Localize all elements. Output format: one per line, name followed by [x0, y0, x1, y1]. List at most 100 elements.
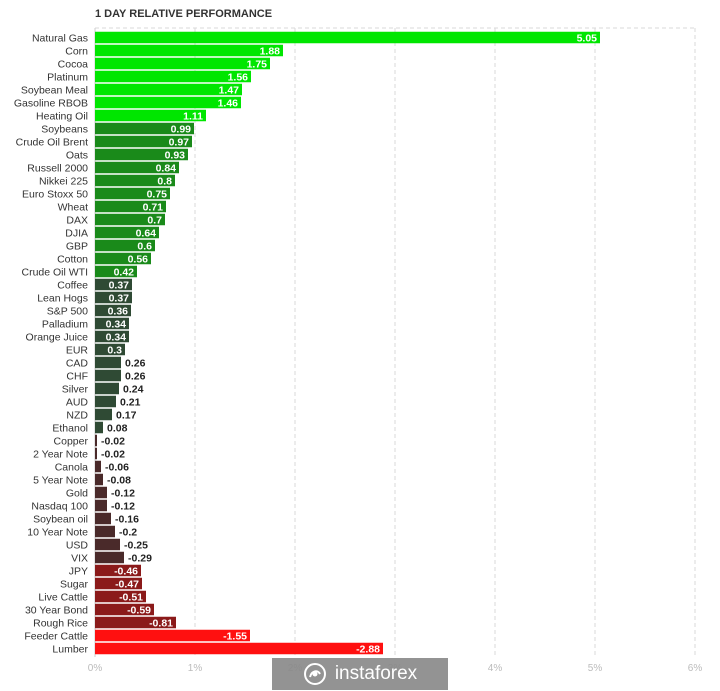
value-label: -0.29: [128, 552, 152, 564]
bar: [95, 122, 194, 135]
category-label: Cocoa: [58, 58, 89, 70]
bar: [95, 551, 124, 564]
value-label: 0.37: [109, 292, 130, 304]
watermark: instaforex: [272, 658, 448, 690]
category-label: Gold: [66, 487, 88, 499]
bar: [95, 239, 155, 252]
value-label: 1.11: [183, 110, 203, 122]
category-label: 2 Year Note: [33, 448, 88, 460]
bar: [95, 616, 176, 629]
category-label: Lean Hogs: [37, 292, 88, 304]
x-tick-label: 4%: [488, 663, 503, 674]
category-label: VIX: [71, 552, 88, 564]
bar: [95, 304, 131, 317]
bar: [95, 174, 175, 187]
x-tick-label: 1%: [188, 663, 203, 674]
bar: [95, 421, 103, 434]
value-label: -0.06: [105, 461, 129, 473]
category-label: Platinum: [47, 71, 88, 83]
bar: [95, 135, 192, 148]
value-label: -0.51: [119, 591, 143, 603]
category-label: Coffee: [57, 279, 88, 291]
bar: [95, 148, 188, 161]
bar: [95, 473, 103, 486]
bar: [95, 499, 107, 512]
bar: [95, 317, 129, 330]
x-tick-label: 6%: [688, 663, 703, 674]
value-label: -0.25: [124, 539, 148, 551]
bar: [95, 278, 132, 291]
category-label: USD: [66, 539, 89, 551]
category-label: DJIA: [65, 227, 88, 239]
bar: [95, 434, 97, 447]
category-label: Natural Gas: [32, 32, 88, 44]
bar: [95, 447, 97, 460]
bar: [95, 70, 251, 83]
category-label: JPY: [69, 565, 88, 577]
category-label: Soybeans: [41, 123, 88, 135]
category-label: CHF: [66, 370, 88, 382]
value-label: 0.75: [147, 188, 168, 200]
bar: [95, 109, 206, 122]
value-label: 0.36: [108, 305, 129, 317]
value-label: 0.93: [165, 149, 186, 161]
bar: [95, 226, 159, 239]
value-label: 0.6: [137, 240, 152, 252]
value-label: -0.08: [107, 474, 131, 486]
bar: [95, 603, 154, 616]
category-label: Orange Juice: [26, 331, 89, 343]
category-label: AUD: [66, 396, 89, 408]
value-label: 0.97: [169, 136, 190, 148]
category-label: Live Cattle: [38, 591, 88, 603]
x-tick-label: 5%: [588, 663, 603, 674]
chart-title: 1 DAY RELATIVE PERFORMANCE: [95, 8, 273, 20]
value-label: 0.34: [106, 331, 127, 343]
value-label: 0.56: [128, 253, 149, 265]
category-label: Nasdaq 100: [31, 500, 88, 512]
category-label: Wheat: [58, 201, 88, 213]
category-label: 30 Year Bond: [25, 604, 88, 616]
category-label: Ethanol: [52, 422, 88, 434]
category-label: Oats: [66, 149, 88, 161]
category-label: Palladium: [42, 318, 88, 330]
category-label: Silver: [62, 383, 89, 395]
category-label: Crude Oil Brent: [16, 136, 88, 148]
bar: [95, 590, 146, 603]
category-label: EUR: [66, 344, 89, 356]
value-label: 0.99: [171, 123, 192, 135]
value-label: 0.08: [107, 422, 128, 434]
category-label: Russell 2000: [27, 162, 88, 174]
category-label: Heating Oil: [36, 110, 88, 122]
value-label: -0.12: [111, 500, 135, 512]
category-label: Euro Stoxx 50: [22, 188, 88, 200]
value-label: 1.75: [247, 58, 268, 70]
bar: [95, 512, 111, 525]
bar: [95, 291, 132, 304]
category-label: Cotton: [57, 253, 88, 265]
category-label: Nikkei 225: [39, 175, 88, 187]
value-label: -0.59: [127, 604, 151, 616]
category-label: Soybean oil: [33, 513, 88, 525]
bar: [95, 31, 600, 44]
bar: [95, 460, 101, 473]
value-label: 0.37: [109, 279, 130, 291]
bar: [95, 44, 283, 57]
value-label: 1.46: [218, 97, 239, 109]
value-label: 0.34: [106, 318, 127, 330]
category-label: DAX: [66, 214, 88, 226]
value-label: 0.3: [107, 344, 122, 356]
value-label: 5.05: [577, 32, 598, 44]
bar: [95, 330, 129, 343]
value-label: 0.7: [147, 214, 162, 226]
bar: [95, 395, 116, 408]
category-label: CAD: [66, 357, 89, 369]
category-label: Gasoline RBOB: [14, 97, 88, 109]
value-label: -0.46: [114, 565, 138, 577]
bar: [95, 577, 142, 590]
value-label: 0.26: [125, 370, 146, 382]
value-label: 0.64: [136, 227, 157, 239]
value-label: -0.81: [149, 617, 173, 629]
bar: [95, 369, 121, 382]
value-label: -1.55: [223, 630, 247, 642]
